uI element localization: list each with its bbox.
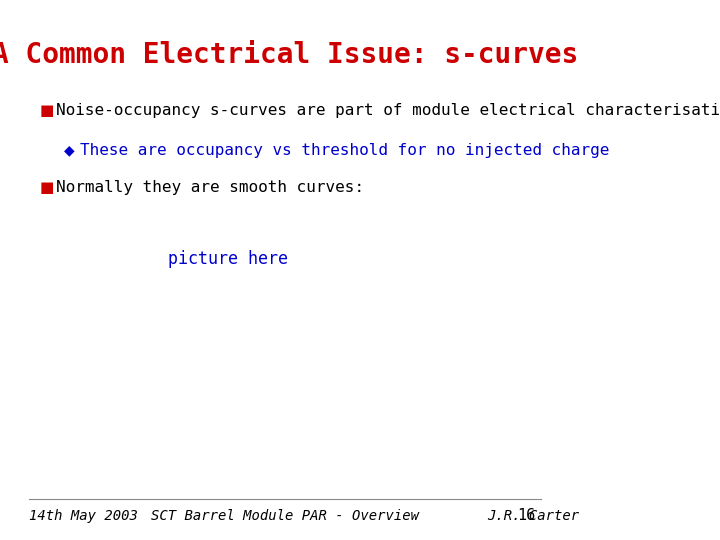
Text: ■: ■ <box>40 180 54 195</box>
Text: ■: ■ <box>40 103 54 118</box>
Text: picture here: picture here <box>168 251 287 268</box>
Text: J.R. Carter: J.R. Carter <box>487 509 580 523</box>
Text: Noise-occupancy s-curves are part of module electrical characterisation: Noise-occupancy s-curves are part of mod… <box>55 103 720 118</box>
Text: Normally they are smooth curves:: Normally they are smooth curves: <box>55 180 364 195</box>
Text: SCT Barrel Module PAR - Overview: SCT Barrel Module PAR - Overview <box>151 509 419 523</box>
Text: 14th May 2003: 14th May 2003 <box>29 509 138 523</box>
Text: A Common Electrical Issue: s-curves: A Common Electrical Issue: s-curves <box>0 42 578 69</box>
Text: 16: 16 <box>517 508 536 523</box>
Text: ◆: ◆ <box>63 144 74 157</box>
Text: These are occupancy vs threshold for no injected charge: These are occupancy vs threshold for no … <box>80 143 609 158</box>
